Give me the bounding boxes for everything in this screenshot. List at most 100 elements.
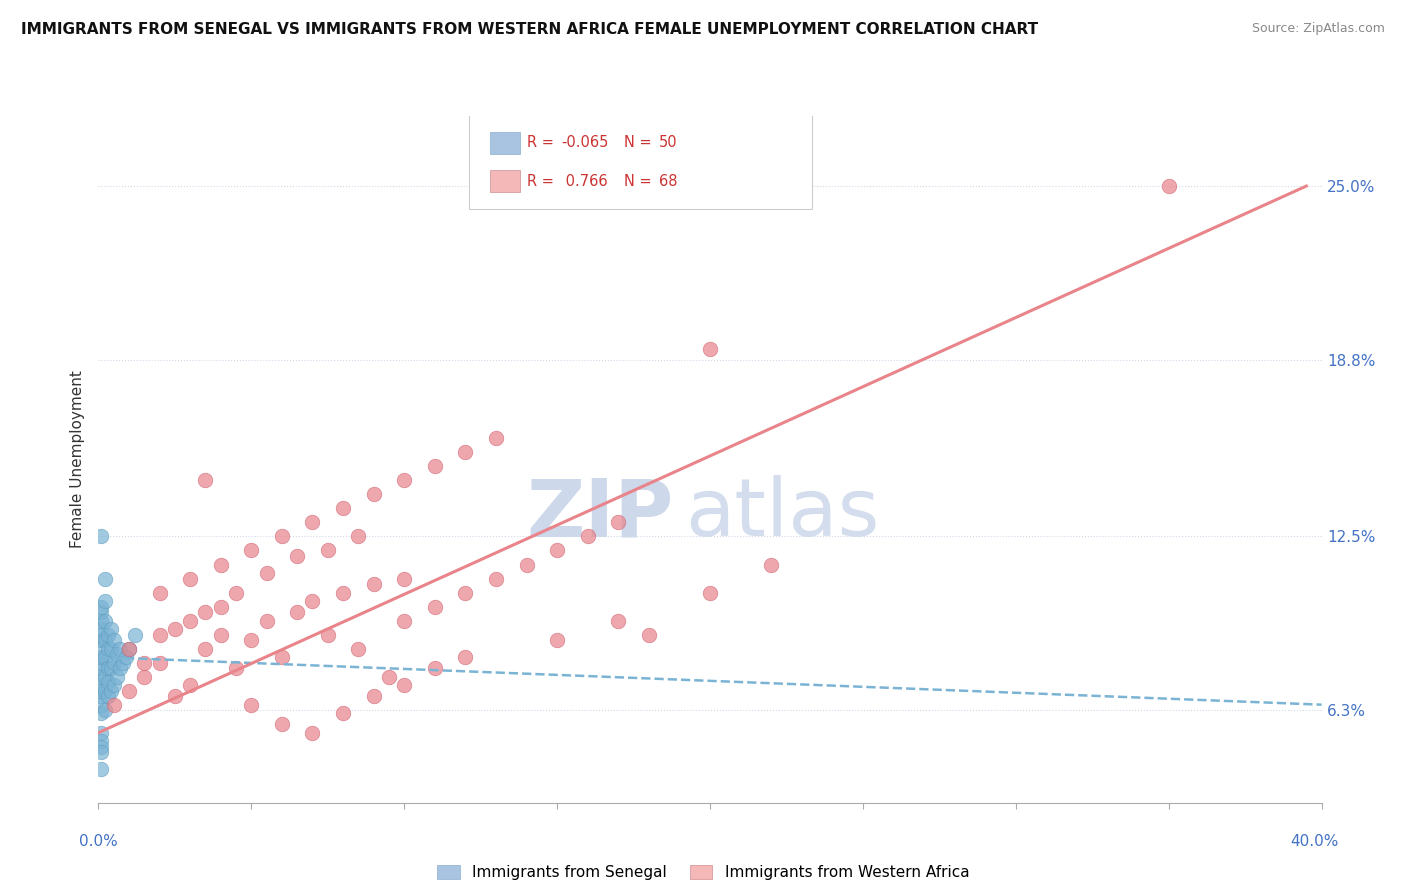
Point — [194, 474, 217, 488]
Point — [97, 627, 120, 641]
Point — [516, 558, 538, 572]
Point — [209, 599, 232, 614]
Point — [301, 594, 323, 608]
Point — [115, 650, 138, 665]
Point — [179, 614, 201, 628]
Point — [209, 627, 232, 641]
Point — [392, 678, 416, 692]
Point — [270, 650, 292, 665]
Point — [90, 725, 112, 739]
Point — [378, 670, 401, 684]
Point — [90, 762, 112, 776]
Point — [103, 678, 125, 692]
Point — [363, 577, 385, 591]
Point — [90, 683, 112, 698]
Point — [93, 633, 115, 648]
FancyBboxPatch shape — [470, 114, 811, 209]
Point — [1157, 179, 1180, 194]
Point — [97, 661, 120, 675]
Point — [93, 683, 115, 698]
Point — [363, 690, 385, 704]
Point — [637, 627, 661, 641]
Point — [316, 543, 339, 558]
Point — [90, 599, 112, 614]
Point — [423, 599, 446, 614]
Point — [90, 706, 112, 720]
Point — [134, 656, 156, 670]
Point — [90, 690, 112, 704]
Point — [179, 572, 201, 586]
Point — [103, 656, 125, 670]
Point — [149, 585, 172, 599]
Point — [607, 614, 630, 628]
Point — [90, 745, 112, 759]
Point — [225, 661, 247, 675]
Point — [90, 661, 112, 675]
Point — [454, 585, 477, 599]
Legend: Immigrants from Senegal, Immigrants from Western Africa: Immigrants from Senegal, Immigrants from… — [437, 865, 969, 880]
Point — [90, 698, 112, 712]
Point — [103, 633, 125, 648]
Point — [759, 558, 782, 572]
Point — [546, 633, 568, 648]
Point — [454, 650, 477, 665]
Point — [347, 641, 370, 656]
Point — [93, 594, 115, 608]
Point — [90, 739, 112, 754]
Point — [93, 614, 115, 628]
Text: 40.0%: 40.0% — [1291, 834, 1339, 849]
Point — [111, 656, 134, 670]
Text: ZIP: ZIP — [526, 475, 673, 553]
Point — [90, 627, 112, 641]
Point — [90, 670, 112, 684]
Point — [699, 342, 721, 356]
Point — [270, 717, 292, 731]
Point — [285, 605, 308, 619]
Point — [423, 459, 446, 474]
Point — [149, 627, 172, 641]
Point — [100, 622, 122, 636]
Point — [100, 661, 122, 675]
Text: -0.065: -0.065 — [561, 136, 609, 150]
Point — [209, 558, 232, 572]
Point — [118, 641, 141, 656]
Point — [100, 683, 122, 698]
Point — [118, 641, 141, 656]
Point — [332, 501, 354, 516]
Point — [454, 445, 477, 459]
Point — [485, 572, 508, 586]
Point — [240, 633, 263, 648]
Point — [93, 670, 115, 684]
Point — [90, 734, 112, 748]
Point — [93, 650, 115, 665]
Point — [108, 641, 131, 656]
Point — [546, 543, 568, 558]
Point — [100, 641, 122, 656]
Text: N =: N = — [624, 174, 657, 189]
Text: atlas: atlas — [686, 475, 880, 553]
Point — [93, 703, 115, 717]
Point — [576, 529, 599, 543]
Text: 0.766: 0.766 — [561, 174, 607, 189]
Point — [103, 698, 125, 712]
Point — [163, 622, 186, 636]
Point — [179, 678, 201, 692]
Text: 50: 50 — [658, 136, 678, 150]
Point — [90, 650, 112, 665]
Point — [392, 474, 416, 488]
Text: IMMIGRANTS FROM SENEGAL VS IMMIGRANTS FROM WESTERN AFRICA FEMALE UNEMPLOYMENT CO: IMMIGRANTS FROM SENEGAL VS IMMIGRANTS FR… — [21, 22, 1038, 37]
Point — [90, 614, 112, 628]
Point — [134, 670, 156, 684]
Text: 68: 68 — [658, 174, 678, 189]
Point — [118, 683, 141, 698]
Point — [90, 678, 112, 692]
Point — [93, 572, 115, 586]
Point — [332, 585, 354, 599]
Point — [485, 431, 508, 445]
Point — [97, 690, 120, 704]
Point — [194, 641, 217, 656]
Point — [90, 633, 112, 648]
Text: N =: N = — [624, 136, 657, 150]
Point — [256, 614, 278, 628]
Point — [149, 656, 172, 670]
